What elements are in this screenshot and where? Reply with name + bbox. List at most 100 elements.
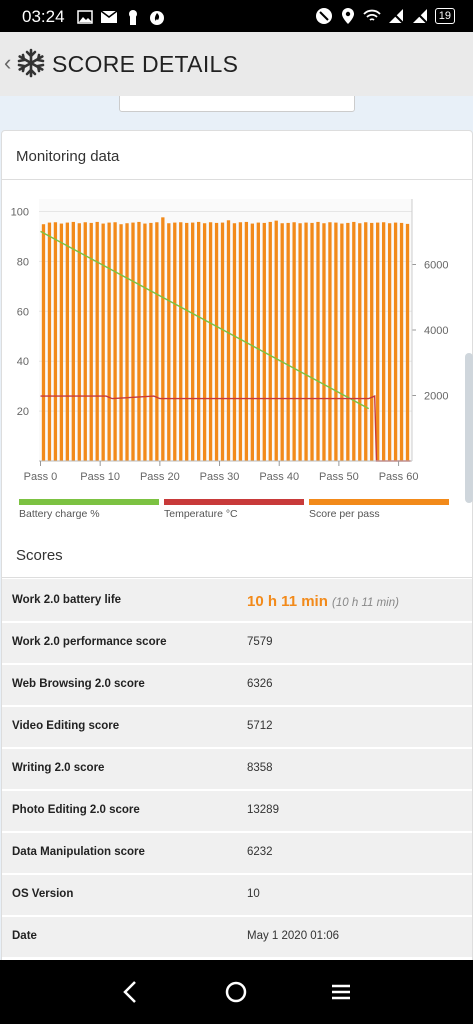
score-label: Work 2.0 performance score [12,636,167,648]
score-bar [358,223,362,461]
score-bar [340,223,344,461]
score-bar [173,222,177,461]
score-bar [232,223,237,461]
score-bar [155,222,159,461]
legend-temperature-swatch [164,499,304,505]
score-bar [328,222,332,461]
x-tick-label: Pass 30 [200,471,240,483]
score-row: OS Version 10 [2,875,472,917]
score-bar [131,222,135,461]
monitoring-card: Monitoring data 20 40 60 80 100 2000 4000 6000 P… [1,130,473,960]
score-value: 13289 [247,804,279,816]
score-bar [202,223,207,461]
score-bar [298,223,302,461]
score-label: Photo Editing 2.0 score [12,804,140,816]
left-tick-label: 80 [17,256,29,268]
score-value: 10 h 11 min (10 h 11 min) [247,593,399,610]
score-bar [107,222,111,461]
score-bar [179,222,183,461]
score-bar [208,222,213,461]
score-bar [310,222,314,461]
nfc-icon [315,8,332,24]
score-bar [41,224,46,461]
temperature-line [40,395,411,462]
score-bar [161,217,165,461]
x-tick-label: Pass 0 [24,471,58,483]
score-bar [334,222,338,461]
score-bar [244,221,249,461]
score-label: Work 2.0 battery life [12,594,122,606]
score-bar [387,223,392,461]
x-tick-label: Pass 10 [80,471,120,483]
score-bar [65,222,70,461]
score-bar [250,223,255,461]
score-bar [143,223,147,461]
content-area[interactable]: Monitoring data 20 40 60 80 100 2000 4000 6000 P… [0,96,473,960]
score-row: Data Manipulation score 6232 [2,833,472,875]
score-row: Date May 1 2020 01:06 [2,917,472,959]
mail-icon [100,10,118,23]
score-subvalue: (10 h 11 min) [332,597,399,609]
score-bar [191,222,195,461]
location-icon [341,8,354,24]
score-row: Writing 2.0 score 8358 [2,749,472,791]
score-bar [220,222,225,461]
x-tick-label: Pass 40 [259,471,299,483]
score-bar [376,222,380,461]
back-nav-icon[interactable] [117,978,145,1006]
score-label: Video Editing score [12,720,120,732]
score-label: Date [12,930,37,942]
battery-icon: 19 [434,8,455,24]
score-label: Data Manipulation score [12,846,145,858]
snowflake-icon [17,48,45,78]
scrollbar-thumb[interactable] [465,353,473,503]
score-bar [268,221,272,461]
legend-temperature-label: Temperature °C [164,508,238,520]
left-tick-label: 40 [17,356,29,368]
score-bar [47,222,52,461]
legend-battery-label: Battery charge % [19,508,100,520]
score-bar [149,222,153,461]
score-value: 5712 [247,720,273,732]
battery-charge-line [40,230,370,410]
right-tick-label: 6000 [424,260,448,272]
home-nav-icon[interactable] [222,978,250,1006]
divider [2,577,472,578]
score-row: Video Editing score 5712 [2,707,472,749]
score-bar [185,222,189,461]
score-bar [370,222,374,461]
score-bar [352,221,356,461]
navigation-bar [0,960,473,1024]
score-value: 7579 [247,636,273,648]
score-row: Photo Editing 2.0 score 13289 [2,791,472,833]
score-bar [101,223,105,461]
left-tick-label: 20 [17,406,29,418]
score-bar [77,223,81,461]
right-tick-label: 4000 [424,325,448,337]
legend-battery-swatch [19,499,159,505]
score-row: Work 2.0 performance score 7579 [2,623,472,665]
wifi-icon [363,9,381,21]
score-bar [316,221,320,461]
score-bar [119,224,123,461]
score-bar [346,222,350,461]
score-bar [125,223,129,461]
x-tick-label: Pass 60 [379,471,419,483]
back-button[interactable]: ‹ [4,50,12,75]
left-tick-label: 100 [11,206,29,218]
score-bar [393,222,398,461]
plot-area [39,199,412,461]
legend-temperature: Temperature °C [164,499,304,520]
recents-nav-icon[interactable] [327,978,355,1006]
score-value: 8358 [247,762,273,774]
score-bar [238,222,243,461]
scores-title: Scores [16,547,63,564]
score-bar [256,222,260,461]
score-bar [399,222,404,461]
score-bar [226,220,231,461]
score-bar [196,221,201,461]
monitoring-title: Monitoring data [16,148,120,165]
score-bar [83,222,87,461]
app-bar: ‹ SCORE DETAILS [0,32,473,97]
score-bar [137,221,141,461]
